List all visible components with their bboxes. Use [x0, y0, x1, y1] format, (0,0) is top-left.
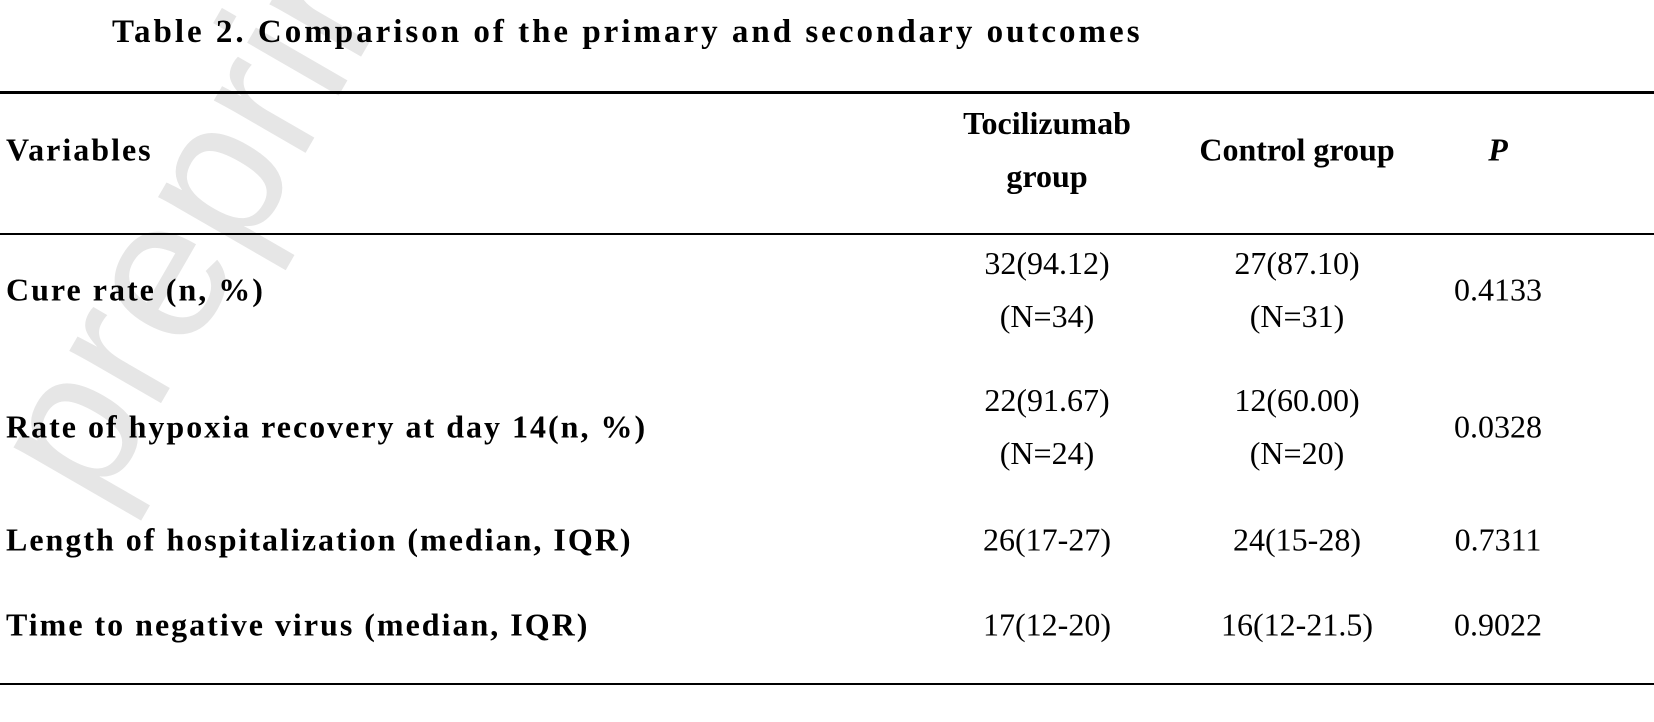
header-cell: Control group [1199, 131, 1395, 168]
cell-line: 24(15-28) [1233, 521, 1361, 558]
data-cell: 16(12-21.5) [1167, 599, 1427, 652]
header-rule [0, 233, 1654, 235]
cell-line: 0.0328 [1454, 408, 1542, 445]
bottom-rule [0, 683, 1654, 685]
cell-line: 17(12-20) [983, 606, 1111, 643]
header-cell: P [1488, 131, 1508, 168]
cell-line: (N=31) [1249, 298, 1345, 334]
cell-line: 16(12-21.5) [1221, 606, 1373, 643]
data-cell: 26(17-27) [917, 514, 1177, 567]
cell-line: (N=34) [999, 298, 1095, 334]
cell-line: 32(94.12) [984, 245, 1110, 281]
cell-line: 12(60.00) [1234, 382, 1360, 418]
table-title: Table 2. Comparison of the primary and s… [112, 14, 1143, 50]
watermark: preprint [0, 0, 475, 534]
data-cell: 32(94.12) (N=34) [917, 237, 1177, 343]
row-label: Length of hospitalization (median, IQR) [6, 521, 633, 558]
row-label: Rate of hypoxia recovery at day 14(n, %) [6, 408, 648, 445]
cell-line: (N=24) [999, 435, 1095, 471]
cell-line: 0.4133 [1454, 271, 1542, 308]
cell-line: 0.7311 [1454, 521, 1542, 558]
cell-line: 27(87.10) [1234, 245, 1360, 281]
data-cell: 0.0328 [1368, 401, 1628, 454]
data-cell: 27(87.10) (N=31) [1167, 237, 1427, 343]
cell-line: 0.9022 [1454, 606, 1542, 643]
top-rule [0, 91, 1654, 94]
cell-line: (N=20) [1249, 435, 1345, 471]
row-label: Cure rate (n, %) [6, 271, 265, 308]
header-cell: Tocilizumab group [963, 105, 1131, 194]
data-cell: 24(15-28) [1167, 514, 1427, 567]
header-cell: Variables [6, 131, 153, 168]
data-cell: 0.7311 [1368, 514, 1628, 567]
data-cell: 22(91.67) (N=24) [917, 374, 1177, 480]
data-cell: 0.4133 [1368, 264, 1628, 317]
cell-line: 22(91.67) [984, 382, 1110, 418]
data-cell: 12(60.00) (N=20) [1167, 374, 1427, 480]
data-cell: 17(12-20) [917, 599, 1177, 652]
data-cell: 0.9022 [1368, 599, 1628, 652]
row-label: Time to negative virus (median, IQR) [6, 606, 590, 643]
cell-line: 26(17-27) [983, 521, 1111, 558]
